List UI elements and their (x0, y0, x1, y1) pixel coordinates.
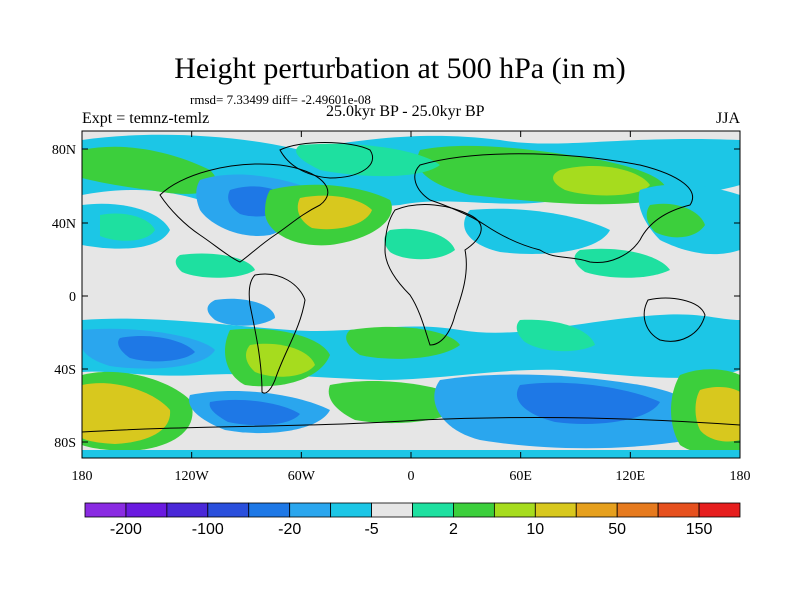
colorbar-label: -100 (192, 521, 224, 538)
lat-tick-label: 80S (54, 436, 76, 451)
period-label: 25.0kyr BP - 25.0kyr BP (326, 103, 485, 120)
colorbar-swatch (534, 502, 577, 518)
lon-tick-label: 60W (288, 469, 316, 484)
colorbar-swatch (84, 502, 127, 518)
colorbar-swatch (453, 502, 495, 518)
map-title: Height perturbation at 500 hPa (in m) (174, 52, 626, 85)
lon-tick-label: 120E (616, 469, 646, 484)
lon-tick-label: 180 (72, 469, 93, 484)
colorbar-swatch (125, 502, 168, 518)
lon-tick-label: 0 (408, 469, 415, 484)
colorbar-label: 2 (449, 521, 458, 538)
season-label: JJA (716, 110, 741, 127)
latitude-ticks: 80N 40N 0 40S 80S (52, 143, 740, 451)
lon-tick-label: 180 (730, 469, 751, 484)
colorbar-label: 150 (686, 521, 713, 538)
colorbar-swatch (575, 502, 618, 518)
lat-tick-label: 40S (54, 363, 76, 378)
experiment-label: Expt = temnz-temlz (82, 110, 210, 127)
lat-tick-label: 0 (69, 290, 76, 305)
colorbar-swatch (166, 502, 209, 518)
contour-field (82, 131, 740, 458)
colorbar-swatch (493, 502, 536, 518)
stats-text: rmsd= 7.33499 diff= -2.49601e-08 (190, 92, 371, 107)
colorbar-swatch (657, 502, 700, 518)
colorbar-label: 50 (608, 521, 626, 538)
colorbar-swatch (289, 502, 332, 518)
lat-tick-label: 80N (52, 143, 76, 158)
colorbar-label: 10 (526, 521, 544, 538)
lat-tick-label: 40N (52, 217, 76, 232)
colorbar-swatch (207, 502, 250, 518)
colorbar-swatch (412, 502, 454, 518)
colorbar-label: -20 (278, 521, 301, 538)
colorbar-swatch (698, 502, 741, 518)
colorbar-swatch (616, 502, 659, 518)
colorbar: -200 -100 -20 -5 2 10 50 150 (84, 502, 741, 538)
colorbar-label: -5 (364, 521, 378, 538)
colorbar-label: -200 (110, 521, 142, 538)
colorbar-swatch (248, 502, 291, 518)
lon-tick-label: 60E (509, 469, 532, 484)
colorbar-swatch (330, 502, 372, 518)
longitude-ticks: 180 120W 60W 0 60E 120E 180 (72, 131, 751, 484)
coastlines (82, 142, 740, 433)
colorbar-swatch (371, 502, 413, 518)
lon-tick-label: 120W (175, 469, 210, 484)
